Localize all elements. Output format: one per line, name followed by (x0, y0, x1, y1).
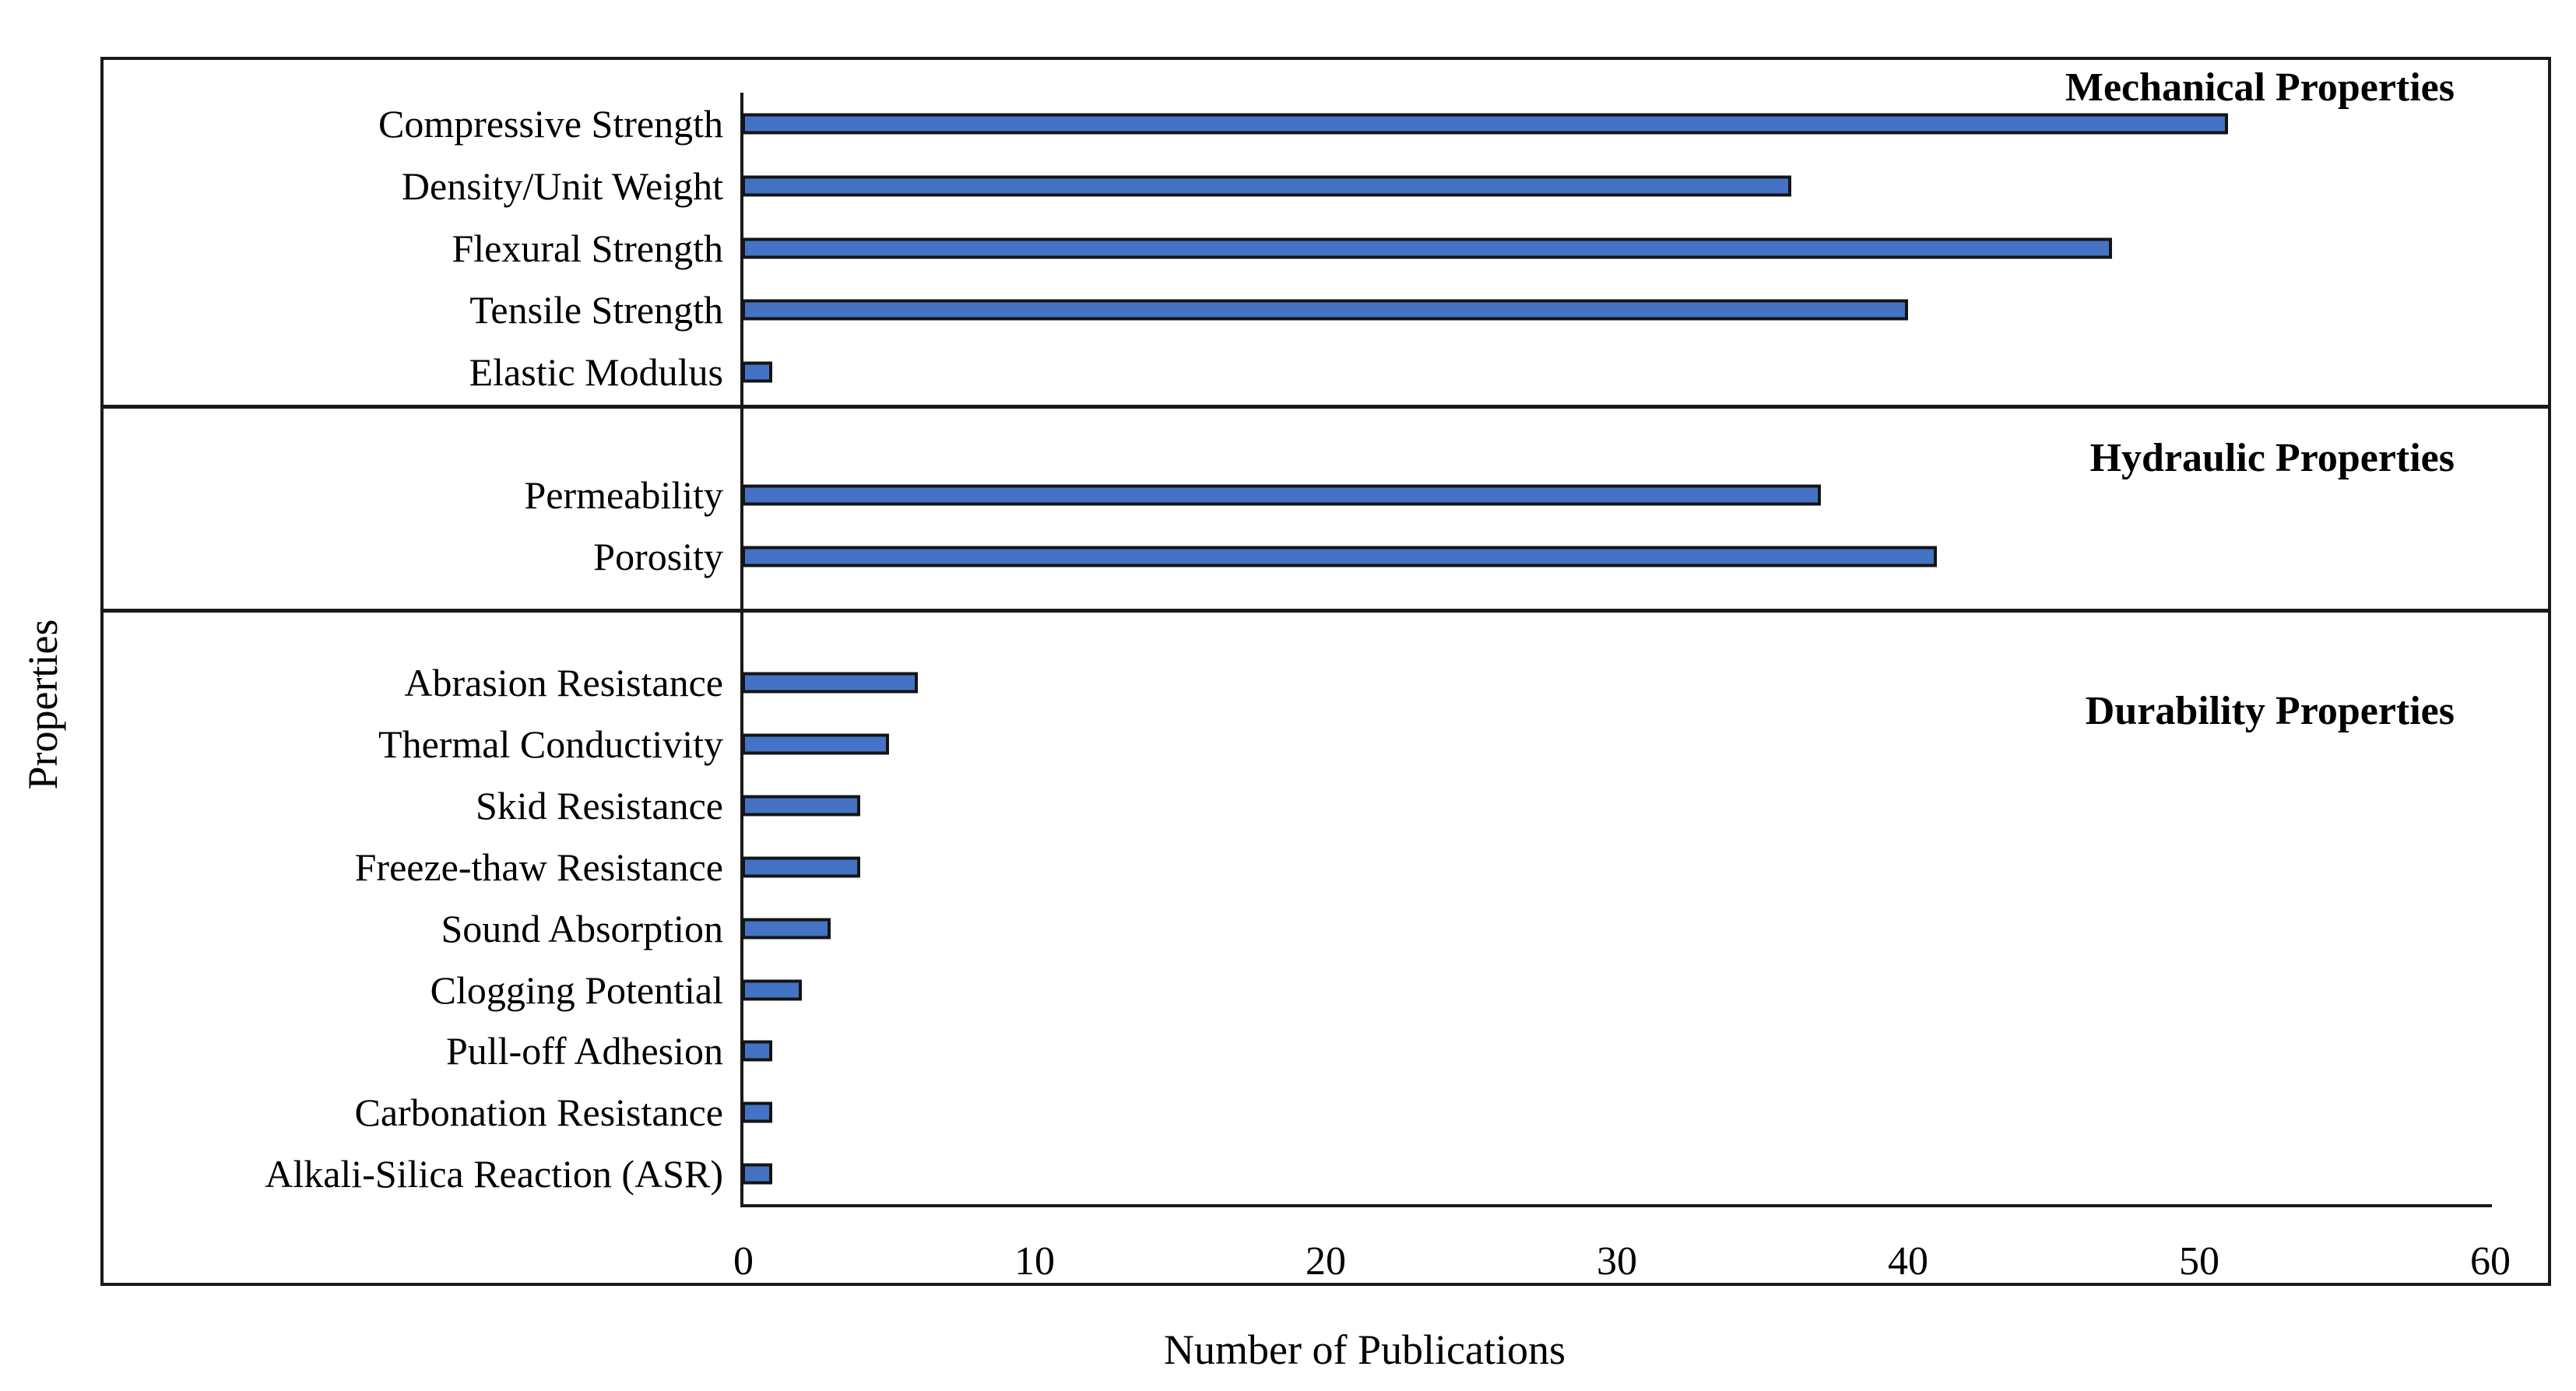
chart-bar (742, 672, 918, 694)
bar-row: Compressive Strength (104, 93, 2548, 155)
x-tick-label: 50 (2179, 1239, 2219, 1284)
category-label: Abrasion Resistance (404, 660, 723, 704)
chart-bar (742, 361, 772, 383)
bar-row: Alkali-Silica Reaction (ASR) (104, 1143, 2548, 1205)
bar-row: Skid Resistance (104, 775, 2548, 837)
chart-bar (742, 1163, 772, 1185)
chart-bar (742, 113, 2228, 135)
chart-bar (742, 979, 802, 1000)
category-label: Alkali-Silica Reaction (ASR) (265, 1151, 723, 1196)
bar-row: Clogging Potential (104, 959, 2548, 1021)
chart-bar (742, 733, 889, 755)
bar-row: Permeability (104, 464, 2548, 526)
y-axis-line (740, 93, 743, 1207)
section-divider-mechanical-hydraulic (100, 405, 2551, 409)
category-label: Carbonation Resistance (354, 1091, 724, 1135)
chart-bar (742, 856, 860, 878)
x-axis-line (740, 1204, 2492, 1207)
bar-row: Carbonation Resistance (104, 1081, 2548, 1143)
bar-row: Pull-off Adhesion (104, 1020, 2548, 1082)
x-axis-title: Number of Publications (1164, 1326, 1566, 1373)
bar-row: Tensile Strength (104, 279, 2548, 341)
category-label: Flexural Strength (452, 226, 723, 270)
chart-bar (742, 1101, 772, 1123)
bar-row: Density/Unit Weight (104, 155, 2548, 217)
x-tick-label: 10 (1014, 1239, 1055, 1284)
bar-row: Freeze-thaw Resistance (104, 836, 2548, 898)
section-title: Hydraulic Properties (2089, 436, 2455, 480)
chart-bar (742, 1040, 772, 1062)
y-axis-title: Properties (19, 619, 66, 790)
category-label: Freeze-thaw Resistance (354, 845, 723, 889)
chart-bar (742, 175, 1791, 197)
x-tick-label: 30 (1597, 1239, 1637, 1284)
chart-bar (742, 546, 1937, 567)
category-label: Elastic Modulus (469, 350, 723, 394)
category-label: Density/Unit Weight (401, 163, 723, 208)
chart-bar (742, 299, 1908, 321)
bar-row: Thermal Conductivity (104, 713, 2548, 775)
bar-row: Abrasion Resistance (104, 652, 2548, 714)
chart-bar (742, 918, 831, 940)
bar-row: Porosity (104, 525, 2548, 588)
bar-row: Flexural Strength (104, 217, 2548, 279)
category-label: Tensile Strength (469, 288, 723, 332)
x-tick-label: 20 (1306, 1239, 1346, 1284)
chart-bar (742, 795, 860, 817)
category-label: Permeability (524, 472, 724, 517)
category-label: Porosity (593, 534, 723, 578)
bar-row: Elastic Modulus (104, 341, 2548, 403)
section-title: Mechanical Properties (2065, 65, 2455, 110)
section-title: Durability Properties (2085, 689, 2455, 733)
x-tick-label: 40 (1888, 1239, 1928, 1284)
category-label: Thermal Conductivity (378, 722, 723, 766)
category-label: Skid Resistance (475, 783, 723, 827)
category-label: Sound Absorption (441, 906, 723, 950)
bar-row: Sound Absorption (104, 897, 2548, 960)
chart-box: Mechanical Properties Compressive Strengt… (100, 57, 2551, 1286)
chart-bar (742, 237, 2112, 258)
category-label: Clogging Potential (430, 968, 723, 1012)
chart-bar (742, 484, 1821, 506)
x-tick-label: 0 (733, 1239, 754, 1284)
section-divider-hydraulic-durability (100, 609, 2551, 613)
x-tick-label: 60 (2470, 1239, 2511, 1284)
category-label: Compressive Strength (378, 101, 723, 146)
category-label: Pull-off Adhesion (445, 1029, 723, 1073)
